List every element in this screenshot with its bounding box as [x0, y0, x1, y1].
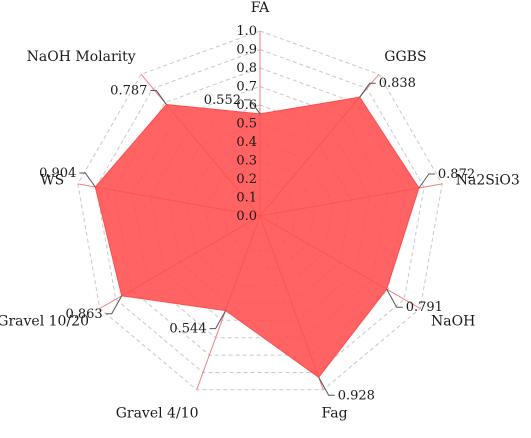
- value-label-ggbs: 0.838: [379, 76, 416, 91]
- category-label-gravel-4-10: Gravel 4/10: [116, 405, 199, 421]
- category-label-naoh: NaOH: [431, 314, 475, 330]
- value-leader-line: [418, 173, 435, 189]
- value-leader-line: [359, 82, 376, 98]
- category-label-na2sio3: Na2SiO3: [456, 173, 520, 189]
- value-leader-line: [386, 288, 403, 308]
- category-label-gravel-10-20: Gravel 10/20: [0, 314, 89, 330]
- value-label-ws: 0.904: [39, 166, 76, 181]
- value-label-na2sio3: 0.872: [438, 167, 475, 182]
- value-leader-line: [244, 99, 261, 115]
- value-label-gravel-4-10: 0.544: [169, 322, 206, 337]
- value-leader-line: [150, 90, 167, 105]
- radar-area: [94, 96, 420, 378]
- value-leader-line: [318, 377, 335, 396]
- tick-label: 0.9: [236, 43, 257, 58]
- value-labels: 0.552 0.838 0.872 0.791 0.928 0.544 0.863 0.904…: [39, 76, 475, 403]
- value-label-fag: 0.928: [338, 388, 375, 403]
- tick-label: 0.0: [236, 209, 257, 224]
- tick-label: 0.2: [236, 172, 257, 187]
- category-label-ws: WS: [40, 173, 64, 189]
- tick-label: 0.3: [236, 154, 257, 169]
- value-label-naoh: 0.791: [406, 300, 443, 315]
- value-leader-line: [209, 310, 227, 330]
- tick-label: 1.0: [236, 24, 257, 39]
- tick-label: 0.7: [236, 80, 257, 95]
- category-label-ggbs: GGBS: [384, 49, 426, 65]
- radial-tick-labels: 0.00.10.20.30.40.50.60.70.80.91.0: [236, 24, 257, 224]
- category-labels: FA GGBS Na2SiO3 NaOH Fag Gravel 4/10 Gravel 10…: [0, 0, 520, 421]
- value-label-naoh-molarity: 0.787: [110, 84, 147, 99]
- value-label-fa: 0.552: [204, 93, 241, 108]
- value-label-gravel-10-20: 0.863: [65, 307, 102, 322]
- tick-label: 0.1: [236, 191, 257, 206]
- tick-label: 0.5: [236, 117, 257, 132]
- grid-ring-10: [77, 30, 443, 391]
- category-label-fa: FA: [251, 0, 270, 16]
- radar-series: [94, 96, 420, 378]
- category-label-fag: Fag: [322, 405, 348, 421]
- tick-label: 0.8: [236, 61, 257, 76]
- value-leader-line: [105, 295, 123, 315]
- value-leader-line: [79, 172, 96, 188]
- grid-ring-9: [95, 48, 425, 373]
- tick-label: 0.4: [236, 135, 257, 150]
- category-label-naoh-molarity: NaOH Molarity: [27, 49, 136, 65]
